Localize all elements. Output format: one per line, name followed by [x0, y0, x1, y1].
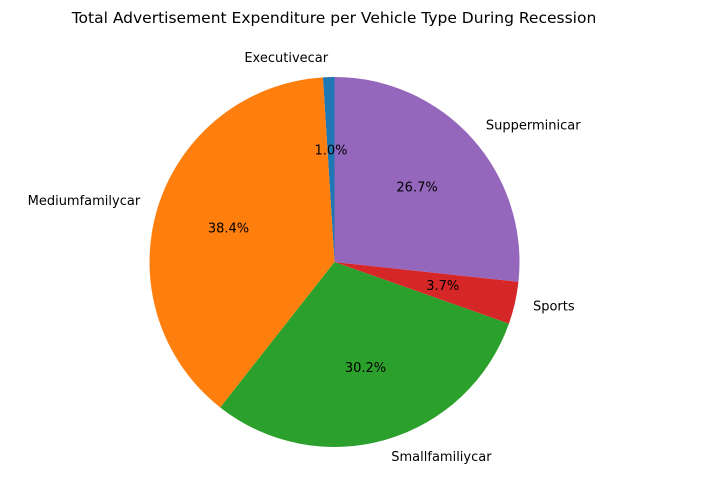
- slice-label-executivecar: Executivecar: [244, 51, 328, 66]
- pie-slice-mediumfamilycar: [149, 77, 335, 408]
- pie-labels: Executivecar 1.0% Mediumfamilycar 38.4% Smal…: [28, 51, 582, 465]
- pie-slice-sports: [334, 262, 519, 324]
- pie-slice-smallfamiliycar: [220, 262, 509, 447]
- chart-title: Total Advertisement Expenditure per Vehi…: [71, 9, 597, 27]
- slice-label-supperminicar: Supperminicar: [486, 118, 581, 133]
- slice-label-sports: Sports: [533, 300, 575, 315]
- percent-label-mediumfamilycar: 38.4%: [208, 222, 249, 237]
- slice-label-mediumfamilycar: Mediumfamilycar: [28, 194, 141, 209]
- percent-label-supperminicar: 26.7%: [396, 180, 437, 195]
- percent-label-smallfamiliycar: 30.2%: [345, 361, 386, 376]
- pie-slices: [149, 77, 520, 447]
- slice-label-smallfamiliycar: Smallfamiliycar: [391, 450, 492, 465]
- percent-label-executivecar: 1.0%: [314, 144, 347, 159]
- pie-slice-supperminicar: [334, 77, 520, 282]
- pie-slice-executivecar: [322, 77, 335, 262]
- percent-label-sports: 3.7%: [426, 279, 459, 294]
